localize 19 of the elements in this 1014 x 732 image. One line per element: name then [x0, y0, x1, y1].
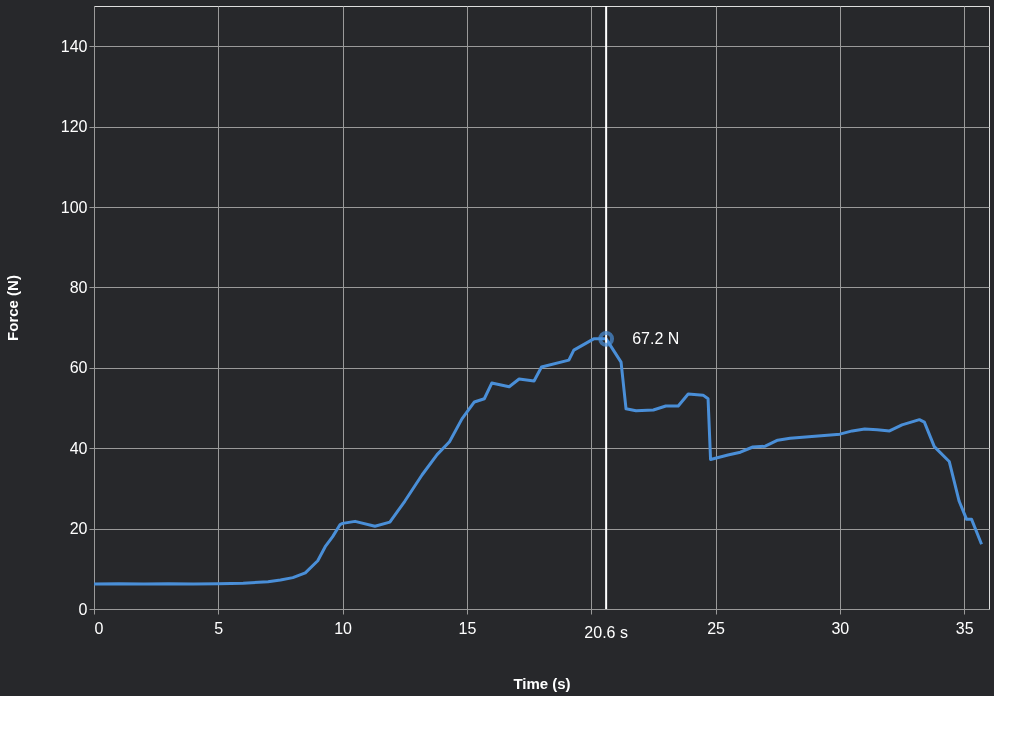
- ref-line-label: 20.6 s: [584, 624, 628, 641]
- y-tick-label: 100: [60, 198, 88, 216]
- y-tick-label: 40: [69, 439, 88, 457]
- y-tick-label: 20: [69, 520, 88, 538]
- y-tick-label: 140: [60, 37, 88, 55]
- y-tick-label: 0: [78, 600, 88, 618]
- x-tick-label: 35: [955, 619, 974, 637]
- x-tick-label: 15: [458, 619, 477, 637]
- y-tick-label: 60: [69, 359, 88, 377]
- y-axis-title: Force (N): [3, 275, 21, 341]
- y-tick-label: 80: [69, 278, 88, 296]
- annotation: 67.2 N: [632, 329, 680, 347]
- y-tick-label: 120: [60, 118, 88, 136]
- x-tick-label: 5: [214, 619, 224, 637]
- x-tick-label: 25: [707, 619, 726, 637]
- x-tick-label: 10: [334, 619, 353, 637]
- x-axis-title: Time (s): [513, 674, 571, 692]
- x-tick-label: 30: [831, 619, 850, 637]
- x-tick-label: 0: [94, 619, 104, 637]
